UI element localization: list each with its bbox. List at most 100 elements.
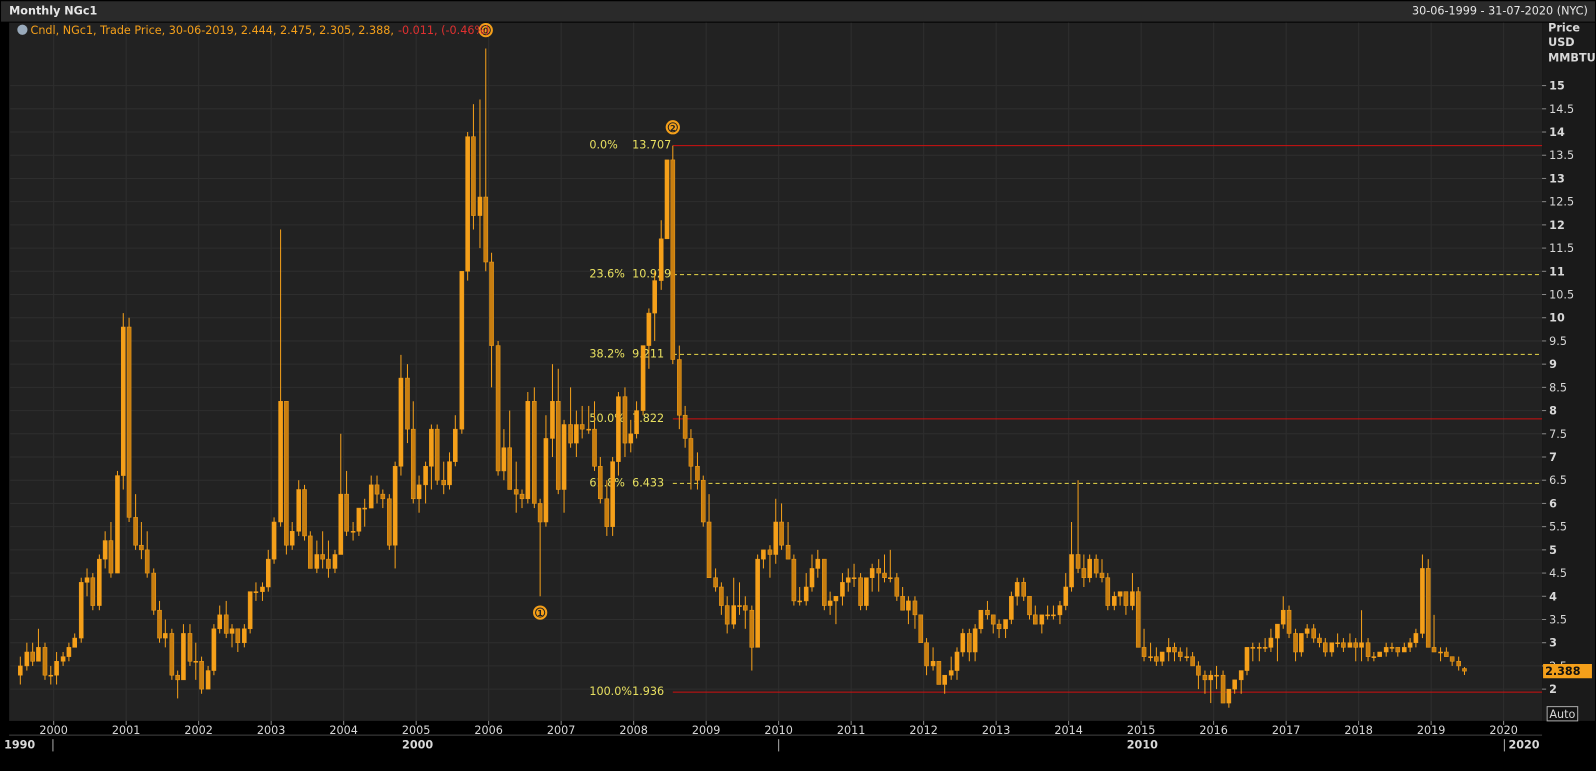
legend-text: Cndl, NGc1, Trade Price, 30-06-2019, 2.4… (31, 24, 394, 37)
candle-body (97, 558, 102, 606)
candle-body (144, 549, 150, 574)
y-tick-label: 14 (1549, 126, 1565, 139)
candle-body (501, 447, 507, 472)
y-tick-label: 12.5 (1549, 196, 1574, 209)
candle-body (695, 466, 700, 481)
candle-body (405, 377, 410, 430)
y-tick-label: 6.5 (1549, 474, 1567, 487)
candle-body (284, 401, 289, 546)
y-axis-label: MMBTU (1548, 51, 1596, 64)
candle-body (942, 674, 947, 685)
x-tick-label: 2012 (909, 724, 937, 737)
candle-body (242, 628, 247, 643)
candle-body (42, 647, 48, 676)
candle-body (1159, 651, 1165, 662)
candle-body (1087, 558, 1092, 578)
auto-button-label[interactable]: Auto (1549, 708, 1575, 721)
candle-body (193, 661, 199, 663)
candle-body (1184, 656, 1190, 658)
auto-button[interactable] (1546, 706, 1579, 722)
candle-body (1420, 568, 1425, 634)
candle-body (157, 609, 162, 639)
y-tick-label: 4 (1549, 590, 1557, 603)
candle-body (1226, 688, 1232, 704)
candle-body (1057, 605, 1063, 616)
candle-body (827, 600, 833, 606)
candle-body (785, 544, 791, 560)
y-tick-label: 10 (1549, 312, 1565, 325)
candle-body (1407, 642, 1413, 648)
x-tick-label: 2002 (184, 724, 212, 737)
candle-body (1250, 647, 1256, 649)
candle-body (918, 614, 924, 643)
candle-body (1148, 656, 1153, 658)
x-tick-label: 2017 (1272, 724, 1300, 737)
candle-body (320, 554, 325, 560)
candle-body (66, 647, 72, 657)
candle-body (217, 614, 222, 630)
y-axis-label: Price (1548, 22, 1580, 35)
candle-body (930, 661, 936, 667)
candle-body (967, 633, 972, 653)
candle-body (543, 438, 549, 523)
y-tick-label: 11 (1549, 265, 1565, 278)
candle-body (646, 312, 652, 346)
candle-body (211, 628, 217, 671)
decade-label: 2000 (402, 738, 433, 751)
candle-body (960, 633, 966, 653)
candle-body (1329, 642, 1335, 653)
candle-body (900, 596, 905, 611)
candle-body (169, 633, 175, 676)
x-tick-label: 2009 (692, 724, 720, 737)
candle-body (876, 568, 881, 574)
candle-body (199, 661, 204, 690)
legend-icon (17, 24, 28, 35)
candle-body (845, 577, 851, 583)
candle-body (447, 461, 452, 486)
y-tick-label: 12 (1549, 219, 1565, 232)
x-tick-label: 2000 (39, 724, 67, 737)
candle-body (302, 489, 307, 537)
candle-body (537, 503, 543, 523)
candle-body (894, 577, 900, 597)
x-tick-label: 2016 (1199, 724, 1227, 737)
candle-body (1063, 586, 1069, 606)
decade-label: 2010 (1127, 738, 1158, 751)
candle-body (1099, 572, 1105, 578)
marker-ring (667, 122, 678, 133)
candle-body (1425, 568, 1431, 648)
candle-body (864, 577, 869, 606)
candle-body (592, 428, 597, 467)
candle-body (108, 540, 114, 574)
candle-body (374, 484, 380, 495)
candle-body (477, 196, 483, 216)
candle-body (1341, 642, 1346, 648)
candle-body (1444, 651, 1449, 657)
candle-body (1208, 674, 1214, 681)
candle-body (1014, 582, 1020, 597)
candle-body (350, 531, 356, 533)
candle-body (465, 136, 470, 272)
y-tick-label: 2 (1549, 683, 1557, 696)
candle-body (48, 674, 54, 677)
candle-body (1232, 679, 1237, 690)
candle-body (380, 493, 386, 500)
candle-body (483, 196, 489, 263)
candle-body (139, 544, 144, 551)
x-tick-label: 2019 (1417, 724, 1445, 737)
candle-body (1105, 577, 1111, 606)
candle-body (1190, 656, 1195, 667)
fib-value: 6.433 (632, 476, 664, 489)
candle-body (791, 558, 797, 602)
y-tick-label: 13.5 (1549, 149, 1574, 162)
y-tick-label: 11.5 (1549, 242, 1574, 255)
candle-body (84, 577, 90, 583)
candle-body (368, 484, 374, 509)
candle-body (253, 591, 259, 593)
candle-body (434, 428, 440, 481)
marker-label: 0 (483, 26, 489, 36)
x-tick-label: 2007 (547, 724, 575, 737)
candle-body (1009, 596, 1014, 620)
x-tick-label: 2008 (619, 724, 647, 737)
y-tick-label: 4.5 (1549, 567, 1567, 580)
